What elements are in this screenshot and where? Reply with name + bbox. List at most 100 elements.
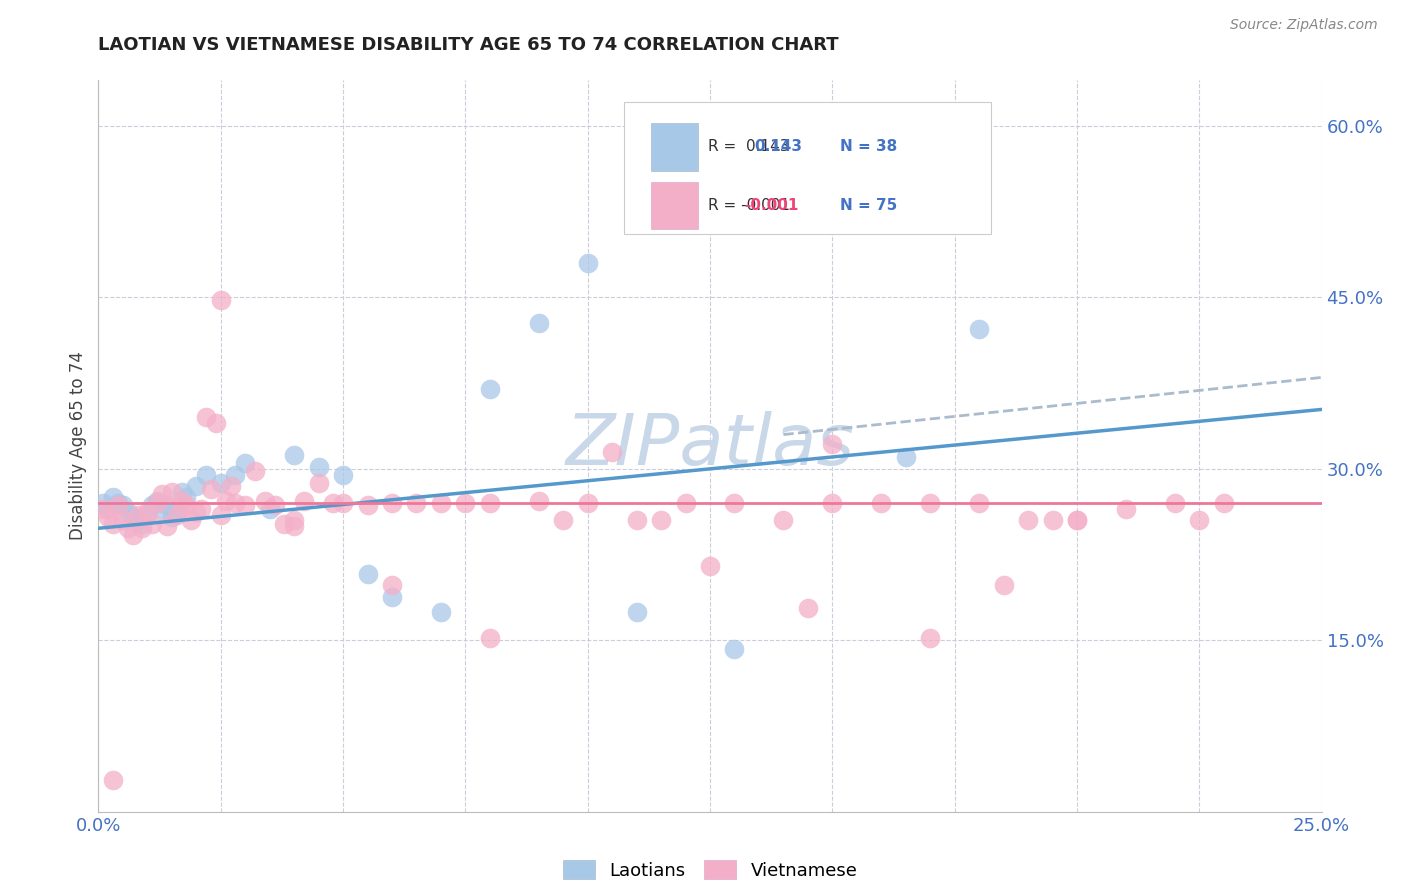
Point [576, 256, 599, 270]
Point [176, 491, 198, 505]
Point [1042, 513, 1064, 527]
Point [576, 496, 599, 510]
Point [292, 493, 315, 508]
Point [821, 496, 844, 510]
Point [156, 499, 179, 513]
Point [150, 501, 173, 516]
Point [101, 516, 124, 531]
Point [993, 578, 1015, 592]
Point [186, 505, 208, 519]
Point [1115, 501, 1137, 516]
Point [283, 513, 305, 527]
Point [626, 513, 648, 527]
Point [967, 322, 990, 336]
Point [723, 642, 745, 657]
Point [308, 475, 330, 490]
Point [772, 513, 794, 527]
Point [160, 484, 183, 499]
Point [870, 496, 893, 510]
Point [117, 505, 139, 519]
Point [797, 601, 820, 615]
Point [356, 567, 378, 582]
Legend: Laotians, Vietnamese: Laotians, Vietnamese [555, 853, 865, 887]
Point [131, 516, 153, 531]
Point [894, 450, 917, 465]
Point [253, 493, 276, 508]
Point [356, 499, 378, 513]
Point [195, 410, 218, 425]
Point [699, 559, 721, 574]
Point [136, 505, 159, 519]
Point [430, 605, 453, 619]
Point [243, 464, 266, 478]
Point [101, 491, 124, 505]
Point [527, 493, 550, 508]
Point [127, 508, 149, 522]
Point [308, 459, 330, 474]
Text: LAOTIAN VS VIETNAMESE DISABILITY AGE 65 TO 74 CORRELATION CHART: LAOTIAN VS VIETNAMESE DISABILITY AGE 65 … [98, 36, 839, 54]
Point [101, 772, 124, 787]
Point [430, 496, 453, 510]
Point [224, 496, 246, 510]
Point [107, 499, 129, 513]
Point [136, 508, 159, 522]
Point [160, 509, 183, 524]
Point [209, 475, 232, 490]
Point [209, 508, 232, 522]
Text: R = -0.001: R = -0.001 [707, 198, 790, 213]
Point [527, 316, 550, 330]
Point [233, 499, 256, 513]
Point [454, 496, 477, 510]
Point [821, 436, 844, 450]
Point [121, 528, 143, 542]
Point [332, 496, 354, 510]
Point [1066, 513, 1088, 527]
Point [146, 493, 169, 508]
Point [156, 519, 179, 533]
Point [478, 631, 501, 645]
Point [214, 493, 236, 508]
Point [166, 508, 188, 522]
Point [626, 605, 648, 619]
Point [1164, 496, 1187, 510]
Point [107, 496, 129, 510]
Point [146, 496, 169, 510]
Point [170, 484, 193, 499]
FancyBboxPatch shape [651, 123, 697, 170]
Point [117, 521, 139, 535]
Point [967, 496, 990, 510]
Point [190, 501, 212, 516]
Point [381, 590, 404, 604]
Point [200, 483, 222, 497]
Point [233, 456, 256, 470]
Y-axis label: Disability Age 65 to 74: Disability Age 65 to 74 [69, 351, 87, 541]
Point [141, 499, 163, 513]
Point [920, 496, 942, 510]
Point [150, 487, 173, 501]
FancyBboxPatch shape [651, 182, 697, 229]
Point [176, 499, 198, 513]
Point [650, 513, 672, 527]
Text: -0.001: -0.001 [744, 198, 799, 213]
Point [553, 513, 575, 527]
Point [170, 493, 193, 508]
Point [259, 501, 281, 516]
Point [111, 513, 134, 527]
Point [1066, 513, 1088, 527]
Point [332, 467, 354, 482]
Point [381, 496, 404, 510]
Point [91, 496, 114, 510]
Point [600, 444, 623, 458]
Point [723, 496, 745, 510]
Point [283, 448, 305, 462]
FancyBboxPatch shape [624, 103, 991, 234]
Point [141, 516, 163, 531]
Text: N = 38: N = 38 [839, 139, 897, 154]
Point [205, 416, 228, 430]
Point [121, 509, 143, 524]
Point [283, 519, 305, 533]
Point [675, 496, 697, 510]
Point [186, 479, 208, 493]
Text: R =  0.143: R = 0.143 [707, 139, 789, 154]
Point [97, 509, 120, 524]
